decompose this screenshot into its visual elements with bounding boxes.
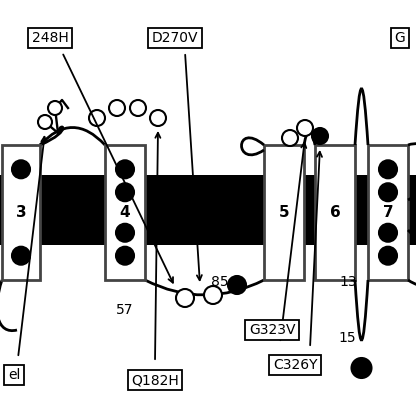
Circle shape — [12, 247, 30, 265]
Text: 85: 85 — [211, 275, 229, 289]
Bar — [264, 145, 304, 280]
Bar — [105, 145, 145, 280]
Circle shape — [379, 224, 397, 242]
Circle shape — [176, 289, 194, 307]
Circle shape — [109, 100, 125, 116]
Circle shape — [130, 100, 146, 116]
Text: 57: 57 — [116, 303, 134, 317]
Bar — [368, 145, 408, 280]
Circle shape — [282, 130, 298, 146]
Circle shape — [228, 276, 246, 294]
Text: G323V: G323V — [249, 323, 295, 337]
Circle shape — [116, 160, 134, 178]
Text: 248H: 248H — [32, 31, 68, 45]
Text: 7: 7 — [383, 205, 393, 220]
Circle shape — [116, 224, 134, 242]
Circle shape — [38, 115, 52, 129]
Text: el: el — [8, 368, 20, 382]
Bar — [2, 145, 40, 280]
Text: 3: 3 — [16, 205, 26, 220]
Circle shape — [48, 101, 62, 115]
Circle shape — [379, 183, 397, 201]
Circle shape — [297, 120, 313, 136]
Text: 13: 13 — [339, 275, 357, 289]
Circle shape — [352, 358, 371, 378]
Text: C326Y: C326Y — [273, 358, 317, 372]
Circle shape — [116, 247, 134, 265]
Text: 4: 4 — [120, 205, 130, 220]
Circle shape — [204, 286, 222, 304]
Bar — [315, 145, 355, 280]
Circle shape — [312, 128, 328, 144]
Circle shape — [379, 160, 397, 178]
Text: 6: 6 — [329, 205, 340, 220]
Circle shape — [379, 247, 397, 265]
Circle shape — [150, 110, 166, 126]
Circle shape — [12, 160, 30, 178]
Text: 15: 15 — [338, 331, 356, 345]
Circle shape — [116, 183, 134, 201]
Text: Q182H: Q182H — [131, 373, 179, 387]
Bar — [0, 175, 416, 245]
Circle shape — [89, 110, 105, 126]
Text: 5: 5 — [279, 205, 289, 220]
Text: D270V: D270V — [152, 31, 198, 45]
Text: G: G — [395, 31, 405, 45]
